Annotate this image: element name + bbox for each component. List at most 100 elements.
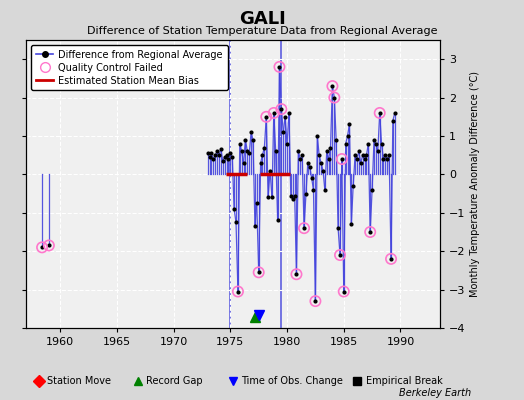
Point (256, 160, 265, 166)
Point (366, 229, 374, 235)
Point (387, 256, 395, 262)
Point (302, 190, 310, 197)
Point (245, 150, 254, 156)
Point (311, 298, 320, 304)
Legend: Difference from Regional Average, Quality Control Failed, Estimated Station Mean: Difference from Regional Average, Qualit… (31, 45, 227, 90)
Point (260, 144, 269, 151)
Point (262, 114, 270, 120)
Point (209, 156, 217, 162)
Point (296, 156, 304, 162)
Point (219, 158, 227, 164)
Text: GALI: GALI (238, 10, 286, 28)
Point (362, 152, 370, 158)
Point (224, 156, 233, 162)
Point (366, 229, 374, 235)
Point (271, 148, 280, 154)
Point (222, 152, 231, 158)
Point (274, 217, 282, 224)
Point (347, 221, 356, 228)
Point (294, 148, 302, 154)
Point (305, 164, 314, 170)
Point (277, 106, 286, 112)
Point (383, 156, 391, 162)
Point (277, 106, 286, 112)
Point (303, 160, 312, 166)
Point (315, 152, 323, 158)
Point (292, 271, 301, 278)
Point (243, 148, 252, 154)
Point (241, 137, 249, 143)
Point (207, 150, 215, 156)
Point (385, 152, 394, 158)
Point (234, 288, 242, 295)
Text: Difference of Station Temperature Data from Regional Average: Difference of Station Temperature Data f… (87, 26, 437, 36)
Point (321, 186, 329, 193)
Point (377, 140, 386, 147)
Point (326, 144, 335, 151)
Point (290, 192, 299, 199)
Point (353, 156, 361, 162)
Point (374, 148, 382, 154)
Point (38, 244, 46, 250)
Point (351, 152, 359, 158)
Point (275, 64, 283, 70)
Point (236, 140, 244, 147)
Point (343, 133, 352, 139)
Point (262, 114, 270, 120)
Point (332, 137, 341, 143)
Point (281, 114, 289, 120)
Point (340, 288, 348, 295)
Point (372, 140, 380, 147)
Point (247, 129, 255, 135)
Point (217, 146, 225, 153)
Point (390, 110, 399, 116)
Point (275, 64, 283, 70)
Point (330, 94, 339, 101)
Point (213, 148, 221, 154)
Point (258, 152, 267, 158)
Point (323, 148, 331, 154)
Point (269, 110, 278, 116)
Point (349, 183, 357, 189)
Point (203, 150, 212, 156)
Point (226, 150, 235, 156)
Point (389, 118, 397, 124)
Point (370, 137, 378, 143)
Text: Empirical Break: Empirical Break (366, 376, 442, 386)
Point (342, 140, 350, 147)
Point (337, 156, 346, 162)
Point (376, 110, 384, 116)
Point (253, 200, 261, 206)
Point (328, 83, 336, 89)
Point (345, 121, 354, 128)
Text: Record Gap: Record Gap (146, 376, 203, 386)
Point (328, 83, 336, 89)
Point (337, 156, 346, 162)
Point (356, 160, 365, 166)
Point (334, 225, 342, 231)
Point (255, 269, 263, 276)
Y-axis label: Monthly Temperature Anomaly Difference (°C): Monthly Temperature Anomaly Difference (… (470, 71, 480, 297)
Point (221, 154, 229, 160)
Point (336, 252, 344, 258)
Point (379, 156, 388, 162)
Point (279, 129, 288, 135)
Point (292, 271, 301, 278)
Point (249, 137, 257, 143)
Point (211, 152, 220, 158)
Point (285, 110, 293, 116)
Point (319, 167, 327, 174)
Point (234, 288, 242, 295)
Point (228, 154, 236, 160)
Point (317, 160, 325, 166)
Point (364, 140, 373, 147)
Point (300, 225, 308, 231)
Point (355, 148, 363, 154)
Point (215, 152, 223, 158)
Point (358, 152, 367, 158)
Point (264, 194, 272, 201)
Point (336, 252, 344, 258)
Point (283, 140, 291, 147)
Point (205, 154, 214, 160)
Point (230, 206, 238, 212)
